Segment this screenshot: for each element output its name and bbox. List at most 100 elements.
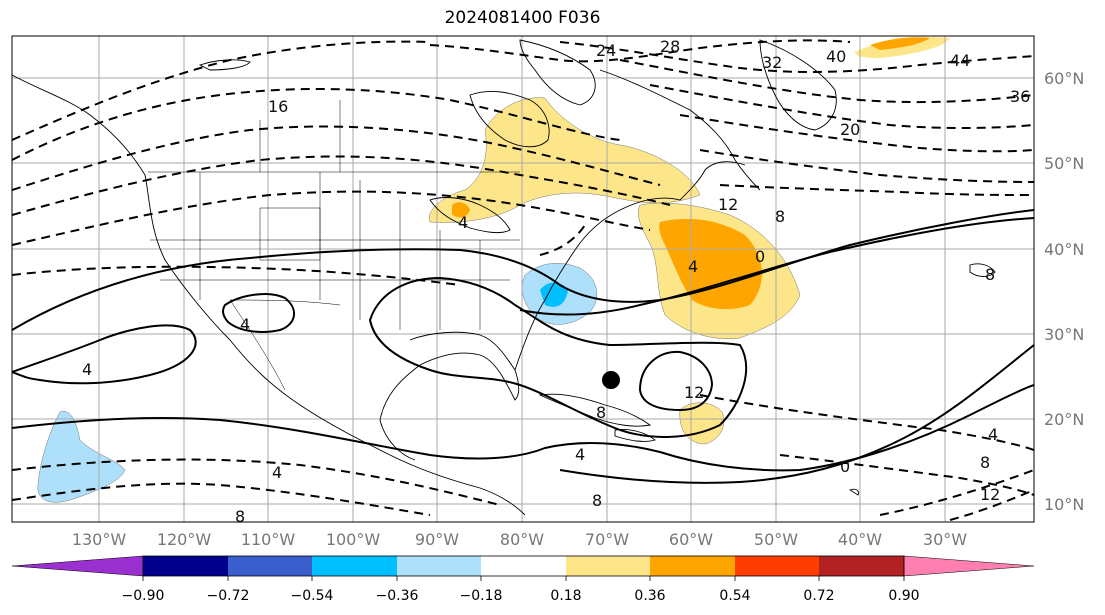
- greenland: [759, 39, 837, 131]
- colorbar-segment: [650, 556, 735, 576]
- contour-high-ring: [368, 276, 748, 438]
- colorbar-tick-label: 0.36: [634, 588, 665, 604]
- orange-region-atlantic: [659, 218, 762, 310]
- lat-label: 60°N: [1044, 69, 1084, 88]
- lat-label: 50°N: [1044, 154, 1084, 173]
- contour-label: 0: [840, 457, 850, 476]
- colorbar-tick-label: −0.36: [376, 588, 419, 604]
- colorbar-min-extend: [11, 555, 144, 577]
- lat-label: 40°N: [1044, 240, 1084, 259]
- colorbar-tick-label: 0.54: [719, 588, 750, 604]
- blue-region-carolinas-core: [540, 282, 568, 307]
- contour-label: 12: [980, 485, 1000, 504]
- orange-region-north: [870, 37, 930, 50]
- colorbar-tick-label: −0.90: [122, 588, 165, 604]
- lon-label: 100°W: [326, 530, 381, 549]
- colorbar-segment: [819, 556, 904, 576]
- contour-label: 16: [268, 97, 288, 116]
- contour-label: 12: [684, 383, 704, 402]
- hispaniola: [614, 429, 656, 442]
- map-title: 2024081400 F036: [444, 8, 601, 28]
- contour-label: 4: [688, 257, 698, 276]
- arctic-island: [198, 59, 251, 71]
- colorbar-tick-label: −0.72: [207, 588, 250, 604]
- contour-label: 20: [840, 120, 860, 139]
- contour-label: 32: [762, 53, 782, 72]
- contour-label: 4: [458, 213, 468, 232]
- orange-region-lakes: [452, 202, 470, 218]
- storm-center-marker: [602, 371, 620, 389]
- contour-label: 24: [596, 41, 616, 60]
- contour-label: 40: [826, 47, 846, 66]
- lon-label: 30°W: [923, 530, 967, 549]
- contour-label: 44: [950, 51, 970, 70]
- lon-label: 40°W: [838, 530, 882, 549]
- contour-12-ring: [638, 350, 714, 412]
- north-america-east-coast: [514, 161, 746, 371]
- lon-label: 60°W: [669, 530, 713, 549]
- contour-label: 8: [980, 453, 990, 472]
- solid-contours: [12, 209, 1034, 484]
- great-lakes: [429, 197, 511, 234]
- contour-label: 4: [82, 360, 92, 379]
- contour-label: 0: [755, 247, 765, 266]
- contour-0-upper: [12, 209, 1034, 331]
- lon-label: 110°W: [241, 530, 296, 549]
- lat-label: 10°N: [1044, 495, 1084, 514]
- contour-label: 28: [660, 37, 680, 56]
- contour-0-lower: [12, 384, 1034, 472]
- lat-label: 20°N: [1044, 410, 1084, 429]
- latitude-axis-labels: 60°N 50°N 40°N 30°N 20°N 10°N: [1044, 69, 1084, 514]
- lon-label: 80°W: [500, 530, 544, 549]
- colorbar-segment: [143, 556, 228, 576]
- colorbar-segment: [397, 556, 481, 576]
- contour-label: 36: [1010, 87, 1030, 106]
- contour-label: 4: [272, 463, 282, 482]
- colorbar-tick-label: −0.54: [291, 588, 334, 604]
- lon-label: 90°W: [415, 530, 459, 549]
- contour-label: 4: [575, 445, 585, 464]
- contour-label: 8: [775, 207, 785, 226]
- colorbar-tick-label: −0.18: [460, 588, 503, 604]
- colorbar-segment: [228, 556, 312, 576]
- colorbar-segment: [735, 556, 819, 576]
- contour-4-lower: [12, 324, 197, 385]
- labrador-coast: [599, 69, 761, 191]
- contour-4-upper: [519, 217, 1034, 316]
- north-america-gulf-coast: [379, 331, 520, 461]
- contour-label: 8: [592, 491, 602, 510]
- iceland: [969, 263, 996, 277]
- colorbar-segment: [481, 556, 566, 576]
- contour-label: 12: [718, 195, 738, 214]
- colorbar-tick-label: 0.90: [888, 588, 919, 604]
- lon-label: 70°W: [585, 530, 629, 549]
- cape-verde: [849, 488, 859, 496]
- contour-label: 8: [596, 403, 606, 422]
- dashed-contours: [12, 39, 1034, 521]
- colorbar-segment: [566, 556, 650, 576]
- lon-label: 130°W: [72, 530, 127, 549]
- contour-0-south: [559, 344, 1034, 484]
- north-america-west-coast: [12, 74, 526, 516]
- contour-label: 8: [985, 265, 995, 284]
- colorbar: −0.90 −0.72 −0.54 −0.36 −0.18 0.18 0.36 …: [11, 555, 1035, 604]
- colorbar-max-extend: [903, 555, 1035, 577]
- lon-label: 120°W: [157, 530, 212, 549]
- hudson-bay: [469, 90, 550, 148]
- map-frame: [11, 35, 1035, 523]
- longitude-axis-labels: 130°W 120°W 110°W 100°W 90°W 80°W 70°W 6…: [72, 530, 967, 549]
- colorbar-tick-label: 0.72: [803, 588, 834, 604]
- colorbar-tick-label: 0.18: [550, 588, 581, 604]
- colorbar-segment: [312, 556, 397, 576]
- contour-small-mexico: [222, 293, 295, 333]
- contour-label: 4: [988, 425, 998, 444]
- contour-label: 8: [235, 507, 245, 526]
- contour-labels: 24 28 32 40 44 36 20 16 12 8 4 0 4 8 4 1…: [82, 37, 1030, 526]
- contour-label: 4: [240, 315, 250, 334]
- coastlines: [12, 39, 996, 516]
- yellow-region-north: [855, 37, 950, 58]
- baffin-island: [519, 39, 596, 106]
- lon-label: 50°W: [754, 530, 798, 549]
- lat-label: 30°N: [1044, 325, 1084, 344]
